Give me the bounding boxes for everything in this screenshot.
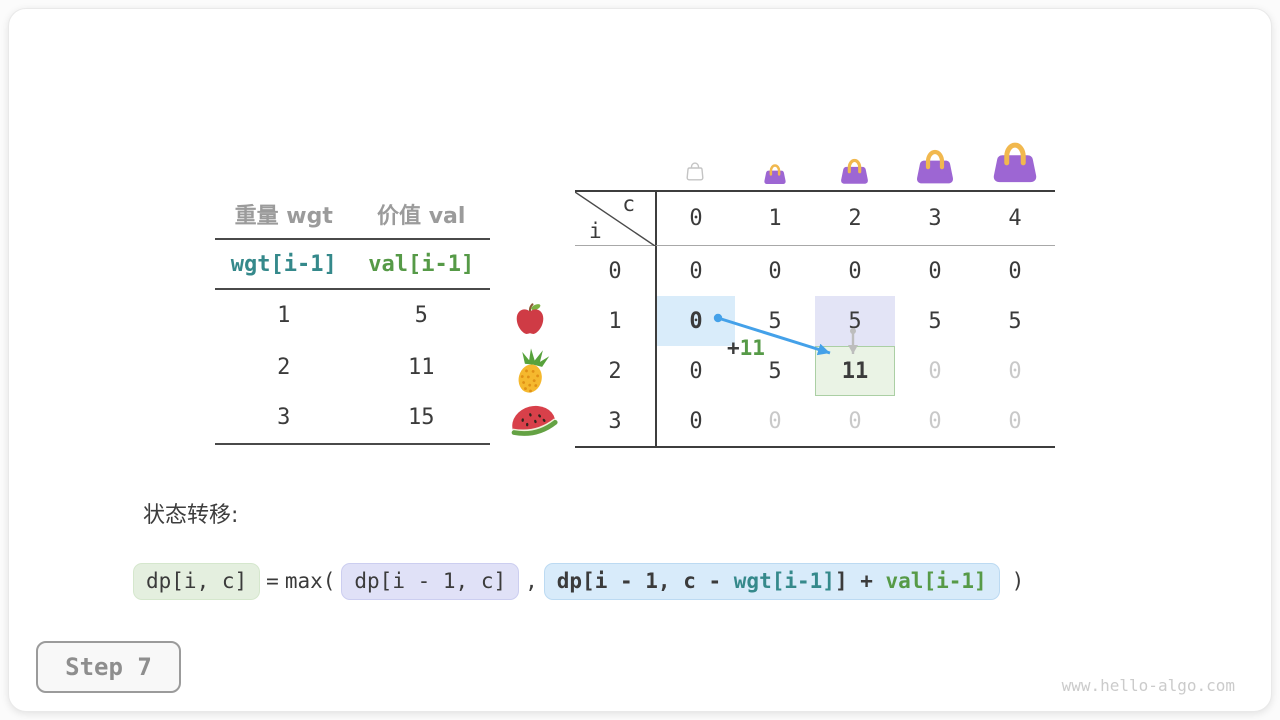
- apple-icon: [516, 303, 544, 334]
- dp-cell-r2c3: 0: [928, 358, 942, 384]
- item2-value: 11: [408, 354, 435, 380]
- items-table: 重量 wgt 价值 val wgt[i-1] val[i-1] 1 5 2 11…: [215, 190, 490, 445]
- arg2-val-term: val[i-1]: [885, 569, 987, 593]
- item-row-2: 2 11: [215, 342, 490, 394]
- plus-value-annotation: +11: [727, 336, 765, 360]
- dp-cell-r2c4: 0: [1008, 358, 1022, 384]
- plus-value: 11: [739, 336, 765, 360]
- close-paren: ): [1011, 569, 1025, 593]
- dp-cell-r0c4: 0: [1008, 258, 1022, 284]
- dp-cell-r3c3: 0: [928, 408, 942, 434]
- bag-capacity-1-icon: [764, 164, 786, 185]
- dp-cell-r0c2: 0: [848, 258, 862, 284]
- dp-cell-r3c2: 0: [848, 408, 862, 434]
- item3-value: 15: [408, 405, 435, 431]
- dp-cell-r3c1: 0: [768, 408, 782, 434]
- step-indicator: Step 7: [36, 641, 181, 693]
- dp-cell-r3c4: 0: [1008, 408, 1022, 434]
- watermelon-icon: [511, 405, 558, 436]
- row-header-0: 0: [608, 258, 622, 284]
- corner-label-c: c: [622, 192, 635, 216]
- item1-value: 5: [414, 303, 428, 329]
- row-header-1: 1: [608, 308, 622, 334]
- bag-capacity-4-icon: [993, 142, 1037, 183]
- dp-cell-r2c1: 5: [768, 358, 782, 384]
- arg2-mid: ] +: [834, 569, 886, 593]
- item-row-1: 1 5: [215, 290, 490, 342]
- dp-cell-r0c0: 0: [655, 246, 735, 296]
- step-label: Step 7: [65, 653, 152, 681]
- dp-cell-r1c2-highlighted: 5: [815, 296, 895, 346]
- formula-lhs-chip: dp[i, c]: [133, 562, 261, 600]
- site-watermark: www.hello-algo.com: [1061, 676, 1235, 695]
- col-header-2: 2: [815, 192, 895, 246]
- wgt-formula-cell: wgt[i-1]: [230, 251, 337, 277]
- item-row-3: 3 15: [215, 393, 490, 445]
- max-open: max(: [284, 569, 336, 593]
- col-header-0: 0: [655, 192, 735, 246]
- corner-label-i: i: [589, 219, 602, 243]
- dp-cell-r2c2-result: 11: [815, 346, 895, 396]
- comma: ,: [525, 569, 538, 593]
- arg2-wgt-term: wgt[i-1]: [733, 569, 835, 593]
- val-formula-cell: val[i-1]: [368, 251, 475, 277]
- formula-arg1-chip: dp[i - 1, c]: [341, 562, 520, 600]
- dp-cell-r1c3: 5: [928, 308, 942, 334]
- items-table-formula-row: wgt[i-1] val[i-1]: [215, 240, 490, 290]
- bag-capacity-3-icon: [917, 149, 953, 184]
- item2-weight: 2: [277, 354, 291, 380]
- col-header-3: 3: [895, 192, 975, 246]
- equals-sign: =: [266, 569, 279, 593]
- dp-cell-r2c0: 0: [655, 346, 735, 396]
- dp-corner-cell: c i: [575, 192, 655, 246]
- state-transition-label: 状态转移:: [143, 503, 239, 528]
- dp-cell-r3c0: 0: [655, 396, 735, 446]
- formula-arg2-chip: dp[i - 1, c - wgt[i-1]] + val[i-1]: [543, 562, 1000, 600]
- bag-capacity-2-icon: [841, 158, 868, 184]
- transition-formula: dp[i, c] = max( dp[i - 1, c] , dp[i - 1,…: [133, 561, 1030, 601]
- arg2-prefix: dp[i - 1, c -: [556, 569, 734, 593]
- row-header-2: 2: [608, 358, 622, 384]
- dp-cell-r0c3: 0: [928, 258, 942, 284]
- col-header-4: 4: [975, 192, 1055, 246]
- items-table-header: 重量 wgt 价值 val: [215, 190, 490, 240]
- plus-sign: +: [727, 336, 740, 360]
- item3-weight: 3: [277, 405, 291, 431]
- pineapple-icon: [518, 348, 550, 393]
- item1-weight: 1: [277, 303, 291, 329]
- weight-column-header: 重量 wgt: [234, 204, 333, 229]
- dp-cell-r1c4: 5: [1008, 308, 1022, 334]
- row-header-3: 3: [608, 408, 622, 434]
- value-column-header: 价值 val: [377, 204, 466, 229]
- dp-table: c i 0 1 2 3 4 0 0 0 0 0 0 1 0 5 5 5 5 2 …: [575, 190, 1055, 448]
- dp-cell-r1c0-highlighted: 0: [655, 296, 735, 346]
- diagonal-divider: [575, 192, 655, 246]
- dp-cell-r0c1: 0: [768, 258, 782, 284]
- col-header-1: 1: [735, 192, 815, 246]
- bag-capacity-0-icon: [686, 162, 704, 181]
